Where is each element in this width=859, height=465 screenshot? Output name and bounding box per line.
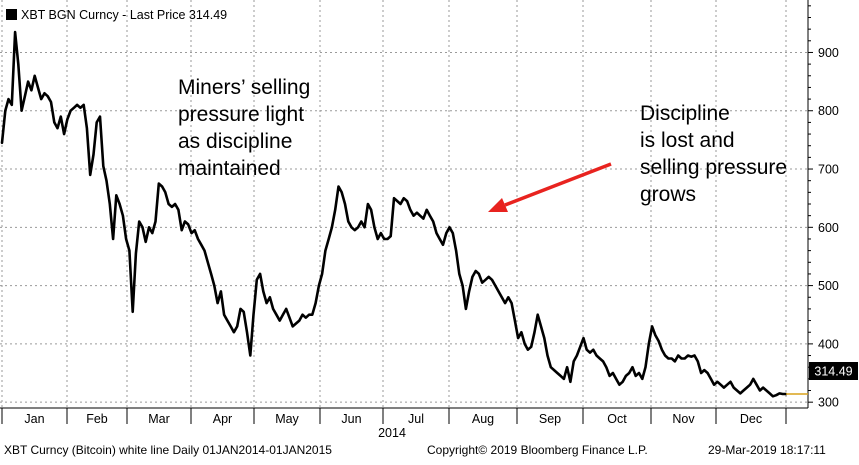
y-tick-label: 300 — [818, 396, 839, 410]
legend-label: XBT BGN Curncy - Last Price 314.49 — [21, 8, 228, 22]
x-tick-label: Oct — [607, 412, 627, 426]
footer-copyright: Copyright© 2019 Bloomberg Finance L.P. — [427, 443, 648, 457]
legend-swatch — [6, 9, 17, 20]
x-tick-label: Nov — [672, 412, 695, 426]
last-price-marker: 314.49 — [786, 362, 858, 395]
year-label: 2014 — [378, 426, 406, 440]
annotation-right: Discipline is lost and selling pressure … — [640, 102, 788, 206]
arrow-shaft — [504, 162, 612, 207]
annotation-arrow — [488, 162, 612, 212]
last-price-label: 314.49 — [814, 365, 852, 379]
footer-timestamp: 29-Mar-2019 18:17:11 — [708, 443, 826, 457]
last-price-box — [809, 362, 858, 380]
x-tick-layer: Jan Feb Mar Apr May Jun Jul Aug Sep Oct Nov Dec — [1, 408, 787, 426]
y-tick-label: 600 — [818, 221, 839, 235]
y-tick-label: 500 — [818, 279, 839, 293]
footer-left: XBT Curncy (Bitcoin) white line Daily 01… — [4, 443, 332, 457]
legend: XBT BGN Curncy - Last Price 314.49 — [6, 8, 227, 22]
annotation-left: Miners’ selling pressure light as discip… — [178, 76, 311, 180]
y-tick-label: 700 — [818, 163, 839, 177]
x-tick-label: Apr — [213, 412, 232, 426]
x-tick-label: Aug — [472, 412, 494, 426]
x-tick-label: Jul — [408, 412, 424, 426]
x-tick-label: Jan — [24, 412, 44, 426]
series-layer — [0, 30, 788, 398]
arrow-head — [488, 198, 508, 212]
x-tick-label: Feb — [86, 412, 108, 426]
y-tick-layer: 300 400 500 600 700 800 900 — [808, 5, 839, 410]
x-tick-label: Jun — [341, 412, 361, 426]
series-line-xbt — [0, 30, 788, 398]
x-tick-label: Sep — [539, 412, 561, 426]
y-tick-label: 900 — [818, 46, 839, 60]
x-tick-label: Mar — [148, 412, 170, 426]
footer: XBT Curncy (Bitcoin) white line Daily 01… — [0, 440, 859, 460]
y-tick-label: 800 — [818, 104, 839, 118]
y-tick-label: 400 — [818, 337, 839, 351]
x-tick-label: Dec — [740, 412, 762, 426]
x-tick-label: May — [275, 412, 299, 426]
